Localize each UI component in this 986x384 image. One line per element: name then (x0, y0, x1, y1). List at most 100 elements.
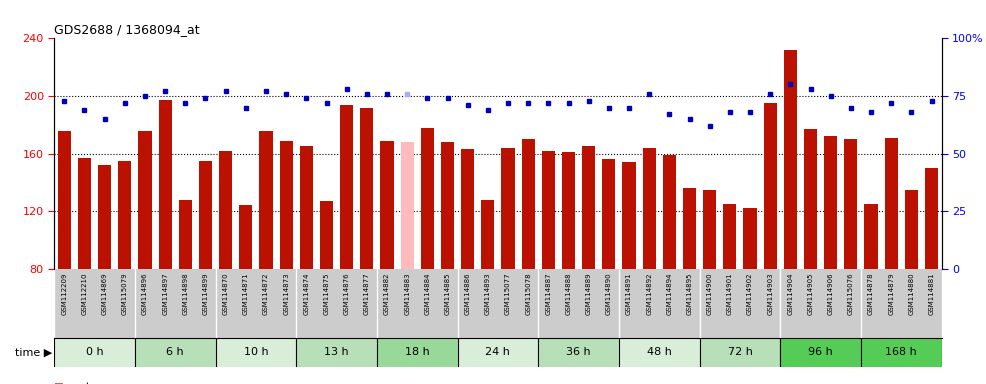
Bar (98, 165, 111, 269)
Text: GSM114904: GSM114904 (788, 272, 794, 315)
Bar (622, 162, 636, 269)
Text: 18 h: 18 h (405, 347, 430, 358)
Bar (541, 151, 555, 269)
Text: GSM114895: GSM114895 (686, 272, 692, 315)
Bar (58, 131, 71, 269)
Text: GSM114889: GSM114889 (586, 272, 592, 315)
Text: GSM114899: GSM114899 (202, 272, 208, 315)
Bar (743, 208, 756, 269)
Bar (538, 338, 619, 367)
Text: GSM114875: GSM114875 (323, 272, 329, 315)
Bar (159, 100, 172, 269)
Text: GDS2688 / 1368094_at: GDS2688 / 1368094_at (54, 23, 200, 36)
Text: GSM114873: GSM114873 (283, 272, 289, 315)
Text: GSM114881: GSM114881 (929, 272, 935, 315)
Bar (780, 338, 861, 367)
Bar (199, 161, 212, 269)
Bar (421, 127, 434, 269)
Text: GSM114906: GSM114906 (827, 272, 834, 315)
Bar (502, 148, 515, 269)
Text: GSM114903: GSM114903 (767, 272, 773, 315)
Bar (582, 146, 596, 269)
Bar (865, 204, 878, 269)
Bar (925, 168, 938, 269)
Text: GSM114878: GSM114878 (868, 272, 874, 315)
Bar (138, 131, 152, 269)
Bar (602, 159, 615, 269)
Bar (259, 131, 272, 269)
Bar (461, 149, 474, 269)
Text: GSM114896: GSM114896 (142, 272, 148, 315)
Text: GSM114898: GSM114898 (182, 272, 188, 315)
Bar (135, 338, 216, 367)
Bar (619, 338, 700, 367)
Text: GSM114885: GSM114885 (445, 272, 451, 315)
Text: GSM114888: GSM114888 (566, 272, 572, 315)
Text: GSM114900: GSM114900 (707, 272, 713, 315)
Text: GSM112210: GSM112210 (82, 272, 88, 315)
Bar (824, 136, 837, 269)
Bar (663, 155, 676, 269)
Bar (300, 146, 313, 269)
Bar (763, 103, 777, 269)
Bar (884, 138, 898, 269)
Bar (178, 200, 192, 269)
Text: 6 h: 6 h (167, 347, 184, 358)
Text: 36 h: 36 h (566, 347, 591, 358)
Bar (481, 200, 494, 269)
Text: GSM114891: GSM114891 (626, 272, 632, 315)
Bar (360, 108, 374, 269)
Bar (78, 158, 91, 269)
Text: GSM115077: GSM115077 (505, 272, 511, 315)
Bar (724, 204, 737, 269)
Bar (861, 338, 942, 367)
Text: GSM114902: GSM114902 (747, 272, 753, 315)
Text: GSM114872: GSM114872 (263, 272, 269, 315)
Text: GSM114893: GSM114893 (485, 272, 491, 315)
Bar (683, 188, 696, 269)
Text: 24 h: 24 h (485, 347, 511, 358)
Text: GSM114879: GSM114879 (888, 272, 894, 315)
Text: GSM114880: GSM114880 (908, 272, 914, 315)
Bar (643, 148, 656, 269)
Text: count: count (54, 382, 91, 384)
Text: GSM114870: GSM114870 (223, 272, 229, 315)
Text: GSM114886: GSM114886 (464, 272, 470, 315)
Bar (381, 141, 393, 269)
Text: 48 h: 48 h (647, 347, 671, 358)
Text: GSM114877: GSM114877 (364, 272, 370, 315)
Text: GSM114876: GSM114876 (344, 272, 350, 315)
Bar (219, 151, 233, 269)
Bar (905, 190, 918, 269)
Text: GSM114882: GSM114882 (384, 272, 390, 315)
Text: 10 h: 10 h (244, 347, 268, 358)
Text: GSM114887: GSM114887 (545, 272, 551, 315)
Bar (400, 142, 414, 269)
Bar (118, 161, 131, 269)
Text: 96 h: 96 h (809, 347, 833, 358)
Bar (296, 338, 377, 367)
Text: GSM115078: GSM115078 (526, 272, 531, 315)
Bar (240, 205, 252, 269)
Bar (319, 201, 333, 269)
Text: 72 h: 72 h (728, 347, 752, 358)
Bar (522, 139, 534, 269)
Text: 0 h: 0 h (86, 347, 104, 358)
Text: GSM112209: GSM112209 (61, 272, 67, 315)
Text: 168 h: 168 h (885, 347, 917, 358)
Bar (280, 141, 293, 269)
Bar (844, 139, 858, 269)
Text: GSM114892: GSM114892 (646, 272, 652, 315)
Text: GSM115076: GSM115076 (848, 272, 854, 315)
Bar (784, 50, 797, 269)
Text: GSM114890: GSM114890 (605, 272, 612, 315)
Bar (216, 338, 296, 367)
Text: ■: ■ (53, 382, 63, 384)
Text: GSM114883: GSM114883 (404, 272, 410, 315)
Bar (441, 142, 455, 269)
Bar (377, 338, 458, 367)
Bar (562, 152, 575, 269)
Text: GSM114905: GSM114905 (808, 272, 813, 315)
Bar (804, 129, 817, 269)
Text: GSM114897: GSM114897 (162, 272, 169, 315)
